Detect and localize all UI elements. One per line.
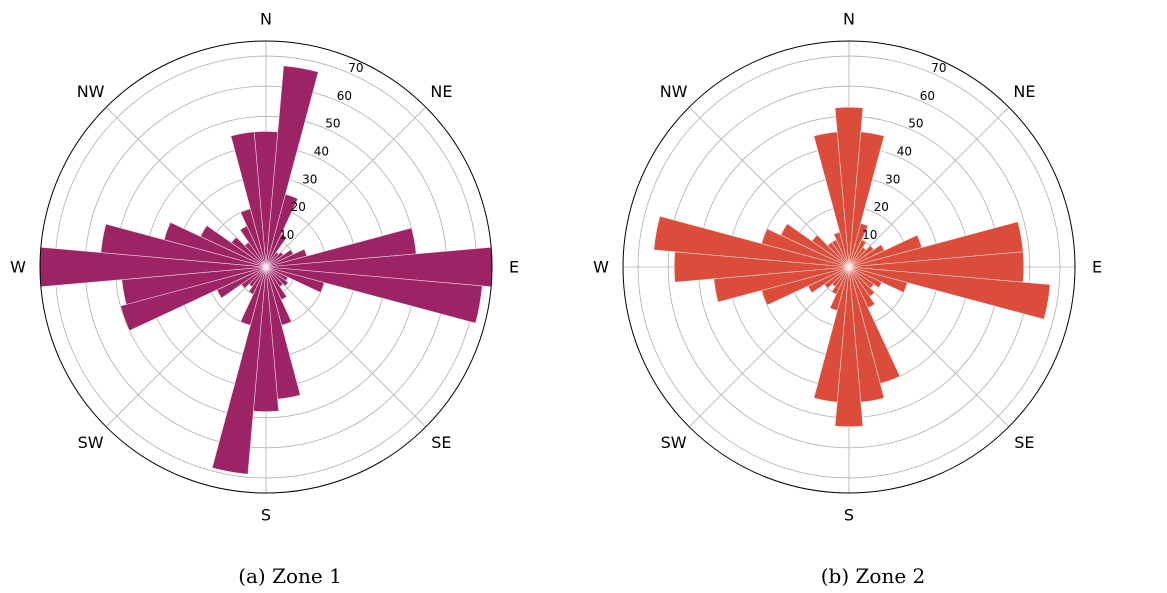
- direction-label: NE: [430, 82, 452, 101]
- angular-gridline: [265, 266, 427, 428]
- chart-caption: (a) Zone 1: [238, 564, 342, 588]
- radial-tick-label: 20: [874, 200, 889, 214]
- wind-bar: [831, 266, 850, 295]
- radial-tick-label: 20: [291, 200, 306, 214]
- radial-tick-label: 30: [885, 172, 900, 186]
- polar-frame: [39, 40, 493, 494]
- polar-chart-zone-2: 10 20 30 40 50 60 70 N NE E SE S SW W NW (b) Zone 2: [583, 0, 1163, 593]
- radial-tick-label: 50: [908, 117, 923, 131]
- wind-bar: [834, 106, 864, 268]
- polar-plot-area: 10 20 30 40 50 60 70 N NE E SE S SW W NW: [10, 10, 519, 525]
- wind-bar: [780, 223, 850, 268]
- wind-bar: [848, 239, 867, 268]
- angular-gridline: [848, 266, 1010, 428]
- radial-tick-label: 70: [931, 61, 946, 75]
- direction-label: E: [1092, 258, 1102, 277]
- wind-bar: [240, 266, 267, 326]
- wind-bar: [761, 228, 850, 268]
- wind-bar: [120, 266, 267, 332]
- direction-label: E: [509, 258, 519, 277]
- radial-tick-label: 70: [348, 61, 363, 75]
- wind-bar: [848, 266, 1051, 320]
- angular-gridline: [848, 106, 1010, 268]
- angular-gridline: [688, 266, 850, 428]
- radial-tick-label: 10: [862, 228, 877, 242]
- chart-caption: (b) Zone 2: [820, 564, 926, 588]
- radial-tick-label: 40: [897, 144, 912, 158]
- radial-tick-label: 60: [337, 89, 352, 103]
- wind-bar: [200, 225, 267, 268]
- direction-label: S: [261, 506, 271, 525]
- polar-plot-area: 10 20 30 40 50 60 70 N NE E SE S SW W NW: [593, 10, 1102, 525]
- wind-bar: [211, 266, 267, 475]
- direction-label: S: [844, 506, 854, 525]
- wind-bar: [848, 266, 883, 289]
- direction-label: SE: [431, 433, 451, 452]
- radial-tick-label: 60: [920, 89, 935, 103]
- wind-bar: [848, 266, 908, 293]
- radial-tick-label: 10: [279, 228, 294, 242]
- direction-label: SE: [1014, 433, 1034, 452]
- wind-bar: [231, 236, 267, 268]
- wind-bar: [265, 193, 299, 268]
- direction-label: SW: [661, 433, 687, 452]
- direction-label: W: [10, 258, 26, 277]
- radial-tick-label: 40: [314, 144, 329, 158]
- direction-label: W: [593, 258, 609, 277]
- wind-bar: [230, 131, 267, 268]
- wind-bar: [265, 266, 483, 324]
- wind-bar: [265, 266, 289, 287]
- angular-gridline: [265, 106, 427, 268]
- wind-bar: [265, 65, 319, 268]
- direction-label: N: [843, 10, 855, 29]
- wind-bar: [163, 222, 267, 268]
- polar-frame: [622, 40, 1076, 494]
- wind-bar: [653, 215, 850, 268]
- wind-bar: [834, 266, 864, 428]
- radial-tick-label: 50: [325, 117, 340, 131]
- angular-gridline: [105, 266, 267, 428]
- wind-bar: [811, 234, 850, 268]
- wind-bar: [265, 266, 325, 293]
- wind-bar: [813, 131, 850, 268]
- direction-label: NE: [1013, 82, 1035, 101]
- wind-bar: [248, 266, 267, 295]
- direction-label: N: [260, 10, 272, 29]
- wind-bar: [100, 223, 267, 268]
- wind-bar: [265, 233, 288, 268]
- direction-label: SW: [78, 433, 104, 452]
- direction-label: NW: [77, 82, 105, 101]
- polar-chart-zone-1: 10 20 30 40 50 60 70 N NE E SE S SW W NW (a) Zone 1: [0, 0, 580, 593]
- radial-tick-label: 30: [302, 172, 317, 186]
- direction-label: NW: [660, 82, 688, 101]
